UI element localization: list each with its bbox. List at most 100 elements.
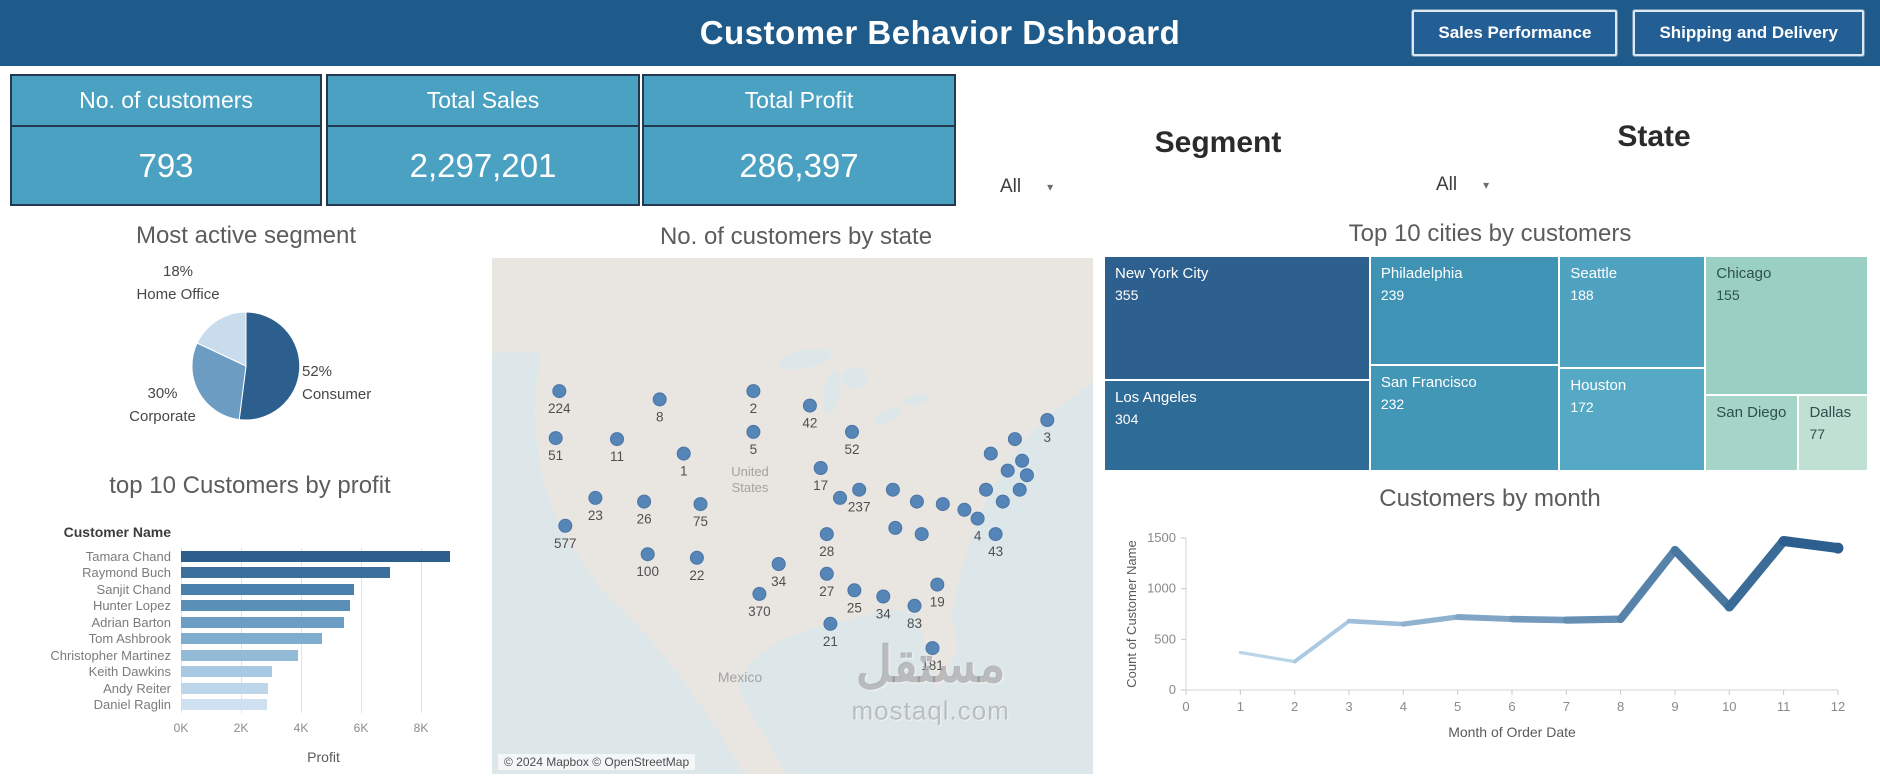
bar-row-label: Raymond Buch bbox=[82, 565, 171, 581]
map-dot[interactable] bbox=[693, 497, 708, 512]
map-dot[interactable] bbox=[802, 398, 817, 413]
map-dot-label: 4 bbox=[974, 529, 982, 544]
map-dot-label: 25 bbox=[847, 600, 862, 615]
bar[interactable] bbox=[181, 567, 391, 578]
bar-track bbox=[181, 647, 466, 664]
customers-by-state-map[interactable]: United States Mexico 224 8 2 42 3 51 11 1 5 52 17 237 2… bbox=[492, 258, 1093, 774]
map-dot[interactable] bbox=[847, 583, 862, 598]
nav-shipping-delivery-button[interactable]: Shipping and Delivery bbox=[1633, 10, 1864, 56]
bar[interactable] bbox=[181, 699, 268, 710]
bar[interactable] bbox=[181, 550, 451, 562]
map-dot[interactable] bbox=[876, 589, 891, 604]
nav-sales-performance-button[interactable]: Sales Performance bbox=[1412, 10, 1618, 56]
map-dot[interactable] bbox=[988, 527, 1003, 542]
bar[interactable] bbox=[181, 616, 345, 628]
bar[interactable] bbox=[181, 666, 273, 677]
map-dot[interactable] bbox=[558, 518, 573, 533]
map-dot[interactable] bbox=[907, 598, 922, 613]
map-dot[interactable] bbox=[819, 527, 834, 542]
line-segment bbox=[1508, 615, 1570, 624]
x-axis-tick: 0 bbox=[1182, 699, 1189, 714]
map-dot[interactable] bbox=[640, 547, 655, 562]
treemap-cell-chicago[interactable]: Chicago 155 bbox=[1705, 256, 1868, 395]
treemap-cell-philadelphia[interactable]: Philadelphia 239 bbox=[1369, 256, 1560, 365]
pie-slice-consumer[interactable] bbox=[238, 311, 301, 421]
map-dot[interactable] bbox=[852, 482, 867, 497]
map-dot[interactable] bbox=[1015, 453, 1030, 468]
treemap-cell-new-york-city[interactable]: New York City 355 bbox=[1104, 256, 1370, 380]
line-segment bbox=[1670, 545, 1734, 612]
map-dot[interactable] bbox=[925, 641, 940, 656]
treemap-cell-name: Chicago bbox=[1716, 265, 1772, 282]
customers-by-month-line-chart[interactable]: 0 500 1000 1500 0 1 2 3 4 5 6 7 8 9 10 11 12 Month of Ord… bbox=[1120, 513, 1880, 774]
map-dot[interactable] bbox=[909, 494, 924, 509]
pie-slice-home-office[interactable] bbox=[196, 311, 247, 367]
map-dot[interactable] bbox=[888, 520, 903, 535]
map-dot[interactable] bbox=[652, 392, 667, 407]
state-filter-dropdown[interactable]: All ▾ bbox=[1436, 174, 1489, 196]
treemap-cell-name: Los Angeles bbox=[1115, 388, 1197, 406]
x-axis-tick: 5 bbox=[1454, 699, 1461, 714]
map-dot[interactable] bbox=[1012, 482, 1027, 497]
map-dot[interactable] bbox=[689, 550, 704, 565]
map-dot-label: 21 bbox=[823, 634, 838, 649]
top-customers-bar-chart[interactable]: Customer Name Tamara Chand Raymond Buch Sa… bbox=[10, 518, 480, 776]
treemap-cell-seattle[interactable]: Seattle 188 bbox=[1559, 256, 1706, 369]
map-dot-label: 2 bbox=[750, 401, 758, 416]
map-dot[interactable] bbox=[819, 566, 834, 581]
map-dot[interactable] bbox=[930, 577, 945, 592]
map-dot-label: 577 bbox=[554, 536, 577, 551]
map-dot[interactable] bbox=[588, 490, 603, 505]
map-dot[interactable] bbox=[548, 431, 563, 446]
map-dot[interactable] bbox=[1040, 413, 1055, 427]
map-dot[interactable] bbox=[823, 616, 838, 631]
map-dot[interactable] bbox=[746, 384, 761, 399]
segment-filter-dropdown[interactable]: All ▾ bbox=[1000, 176, 1053, 198]
treemap-cell-san-diego[interactable]: San Diego bbox=[1705, 394, 1799, 471]
map-dot[interactable] bbox=[1019, 468, 1034, 483]
map-dot[interactable] bbox=[914, 527, 929, 542]
bar[interactable] bbox=[181, 600, 350, 611]
bar[interactable] bbox=[181, 682, 268, 694]
treemap-cell-houston[interactable]: Houston 172 bbox=[1559, 368, 1706, 471]
bar[interactable] bbox=[181, 649, 298, 661]
treemap-cell-san-francisco[interactable]: San Francisco 232 bbox=[1369, 365, 1560, 471]
bar[interactable] bbox=[181, 633, 323, 644]
bar-track bbox=[181, 696, 466, 713]
pie-slice-corporate[interactable] bbox=[191, 342, 247, 421]
header: Customer Behavior Dshboard Sales Perform… bbox=[0, 0, 1880, 66]
map-dot[interactable] bbox=[813, 461, 828, 475]
treemap-cell-name: Seattle bbox=[1570, 265, 1618, 282]
map-dot[interactable] bbox=[610, 432, 624, 447]
treemap-cell-los-angeles[interactable]: Los Angeles 304 bbox=[1104, 379, 1370, 471]
map-dot[interactable] bbox=[970, 511, 985, 526]
top-cities-treemap[interactable]: New York City 355 Los Angeles 304 Philadelph… bbox=[1104, 256, 1868, 471]
map-dot[interactable] bbox=[637, 494, 652, 509]
map-dot[interactable] bbox=[935, 497, 950, 512]
map-dot-label: 52 bbox=[844, 442, 859, 457]
kpi-card-total-profit: Total Profit 286,397 bbox=[642, 74, 956, 206]
map-dot[interactable] bbox=[885, 482, 900, 497]
bar-row-label: Tamara Chand bbox=[85, 548, 171, 564]
map-dot[interactable] bbox=[983, 446, 998, 461]
map-dot[interactable] bbox=[676, 446, 691, 461]
map-dot[interactable] bbox=[746, 424, 761, 439]
pie-svg[interactable] bbox=[171, 291, 321, 441]
kpi-label: Total Profit bbox=[644, 76, 954, 127]
map-dot[interactable] bbox=[552, 384, 567, 399]
bar[interactable] bbox=[181, 583, 354, 595]
map-dot[interactable] bbox=[833, 490, 847, 505]
map-dot[interactable] bbox=[979, 482, 993, 497]
map-dot[interactable] bbox=[995, 494, 1010, 509]
map-dot[interactable] bbox=[1000, 463, 1015, 478]
map-dot[interactable] bbox=[752, 586, 767, 601]
treemap-cell-dallas[interactable]: Dallas 77 bbox=[1798, 394, 1868, 471]
segment-pie-chart[interactable]: 52% Consumer 30% Corporate 18% Home Office bbox=[90, 258, 420, 463]
map-dot[interactable] bbox=[771, 557, 786, 571]
map-dot[interactable] bbox=[845, 424, 859, 439]
map-dot[interactable] bbox=[957, 502, 972, 517]
segment-filter-title: Segment bbox=[1154, 126, 1282, 159]
map-dot[interactable] bbox=[1007, 432, 1022, 447]
